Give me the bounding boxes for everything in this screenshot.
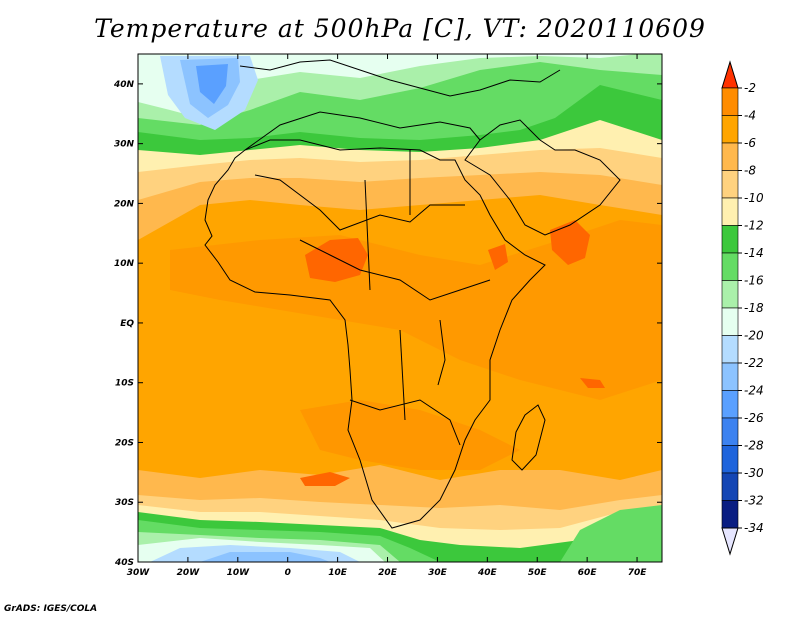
colorbar-label: -16 xyxy=(744,274,764,288)
colorbar-label: -30 xyxy=(744,466,764,480)
x-tick-label: 40E xyxy=(477,568,498,578)
colorbar: -2 -4 -6 -8 -10 -12 -14 -16 -18 -20 -22 -24 -26 -28 -3… xyxy=(721,60,764,556)
colorbar-bottom-arrow xyxy=(721,527,739,556)
colorbar-swatch xyxy=(721,390,739,419)
colorbar-swatch xyxy=(721,445,739,474)
field-warm-minus-2-west-africa xyxy=(305,238,368,282)
x-tick-label: 20E xyxy=(378,568,398,578)
mediterranean-coastline xyxy=(244,111,481,151)
colorbar-swatch xyxy=(721,225,739,254)
colorbar-label: -34 xyxy=(744,521,764,535)
colorbar-swatch xyxy=(721,417,739,446)
y-tick-label: 40S xyxy=(114,558,134,568)
field-band-minus-20-north xyxy=(138,54,640,118)
border-lakes xyxy=(437,319,446,386)
colorbar-swatch xyxy=(721,335,739,364)
colorbar-label: -22 xyxy=(744,356,764,370)
x-tick-label: 50E xyxy=(528,568,548,578)
colorbar-label: -28 xyxy=(744,439,764,453)
colorbar-swatch xyxy=(721,307,739,336)
y-tick-label: 10N xyxy=(114,259,135,269)
colorbar-label: -2 xyxy=(744,81,756,95)
map-title: Temperature at 500hPa [C], VT: 202011060… xyxy=(94,14,706,43)
colorbar-swatch xyxy=(721,362,739,391)
x-tick-label: 10W xyxy=(227,568,251,578)
field-warm-minus-2-ocean xyxy=(580,378,605,388)
field-warm-minus-4-center xyxy=(170,220,662,400)
colorbar-label: -24 xyxy=(744,384,764,398)
border-central xyxy=(299,239,491,301)
field-warm-minus-2-east xyxy=(550,220,590,265)
grads-credit: GrADS: IGES/COLA xyxy=(4,604,98,614)
plot-frame xyxy=(137,53,663,563)
colorbar-label: -4 xyxy=(744,109,756,123)
y-tick-label: 10S xyxy=(115,379,134,389)
x-tick-label: 0 xyxy=(285,568,291,578)
europe-coastline xyxy=(239,59,561,97)
arabia-coastline xyxy=(464,119,621,236)
border-vertical-2 xyxy=(364,179,371,291)
axis-ticks: 30W 20W 10W 0 10E 20E 30E 40E 50E 60E 70E 40N 30N 20N… xyxy=(113,54,662,578)
colorbar-label: -20 xyxy=(744,329,764,343)
colorbar-top-arrow xyxy=(721,60,739,89)
colorbar-label: -6 xyxy=(744,136,756,150)
border-sahel xyxy=(254,174,465,231)
x-tick-label: 70E xyxy=(628,568,648,578)
madagascar-coastline xyxy=(511,404,546,471)
colorbar-label: -8 xyxy=(744,164,756,178)
colorbar-swatch xyxy=(721,170,739,199)
colorbar-swatch xyxy=(721,115,739,144)
field-cold-pool-minus-26 xyxy=(196,64,228,104)
field-warm-minus-2-south xyxy=(300,472,350,486)
field-warm-minus-4-south xyxy=(300,400,520,470)
colorbar-swatch xyxy=(721,472,739,501)
colorbar-label: -32 xyxy=(744,494,764,508)
colorbar-swatch xyxy=(721,87,739,116)
y-tick-label: EQ xyxy=(120,319,134,329)
colorbar-label: -12 xyxy=(744,219,764,233)
y-tick-label: 30N xyxy=(114,140,135,150)
x-tick-label: 30W xyxy=(127,568,151,578)
y-tick-label: 40N xyxy=(113,80,135,90)
y-tick-label: 30S xyxy=(115,498,134,508)
colorbar-swatch xyxy=(721,500,739,529)
border-vertical-3 xyxy=(399,329,406,421)
colorbar-swatch xyxy=(721,280,739,309)
colorbar-label: -18 xyxy=(744,301,764,315)
colorbar-label: -14 xyxy=(744,246,764,260)
field-band-minus-24-south xyxy=(200,552,330,562)
colorbar-swatch xyxy=(721,197,739,226)
y-tick-label: 20N xyxy=(114,199,135,209)
colorbar-label: -10 xyxy=(744,191,764,205)
colorbar-swatch xyxy=(721,142,739,171)
x-tick-label: 30E xyxy=(428,568,448,578)
africa-coastline xyxy=(204,139,546,529)
y-tick-label: 20S xyxy=(115,438,134,448)
temperature-field xyxy=(138,54,662,562)
colorbar-label: -26 xyxy=(744,411,764,425)
border-south xyxy=(349,399,461,446)
coastlines xyxy=(204,59,621,529)
colorbar-swatch xyxy=(721,252,739,281)
field-warm-minus-2-horn xyxy=(488,244,508,270)
x-tick-label: 60E xyxy=(578,568,598,578)
x-tick-label: 10E xyxy=(328,568,348,578)
x-tick-label: 20W xyxy=(177,568,201,578)
field-band-minus-16-se xyxy=(560,505,662,562)
